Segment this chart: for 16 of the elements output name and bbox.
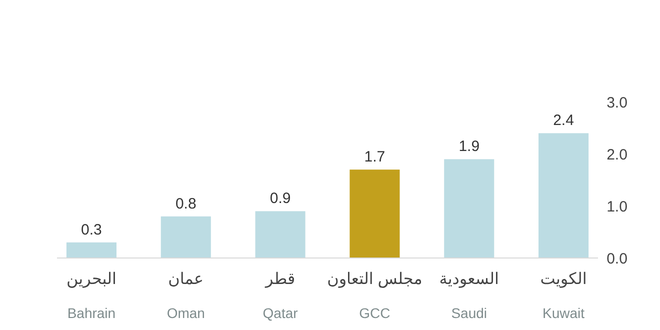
data-label: 0.8 [175,195,196,212]
bar [444,159,494,258]
y-tick-label: 3.0 [606,94,628,112]
data-label: 1.7 [364,148,386,166]
data-label: 0.9 [270,190,291,208]
y-tick-label: 0.0 [606,250,628,268]
bar [255,211,306,258]
bar [160,216,211,258]
bar [66,242,116,258]
data-label: 0.3 [81,221,102,238]
bar [350,170,400,258]
data-label: 1.9 [458,138,480,156]
data-label: 2.4 [553,112,574,130]
y-tick-label: 1.0 [606,198,628,216]
y-tick-label: 2.0 [606,146,628,164]
bar [538,133,589,258]
